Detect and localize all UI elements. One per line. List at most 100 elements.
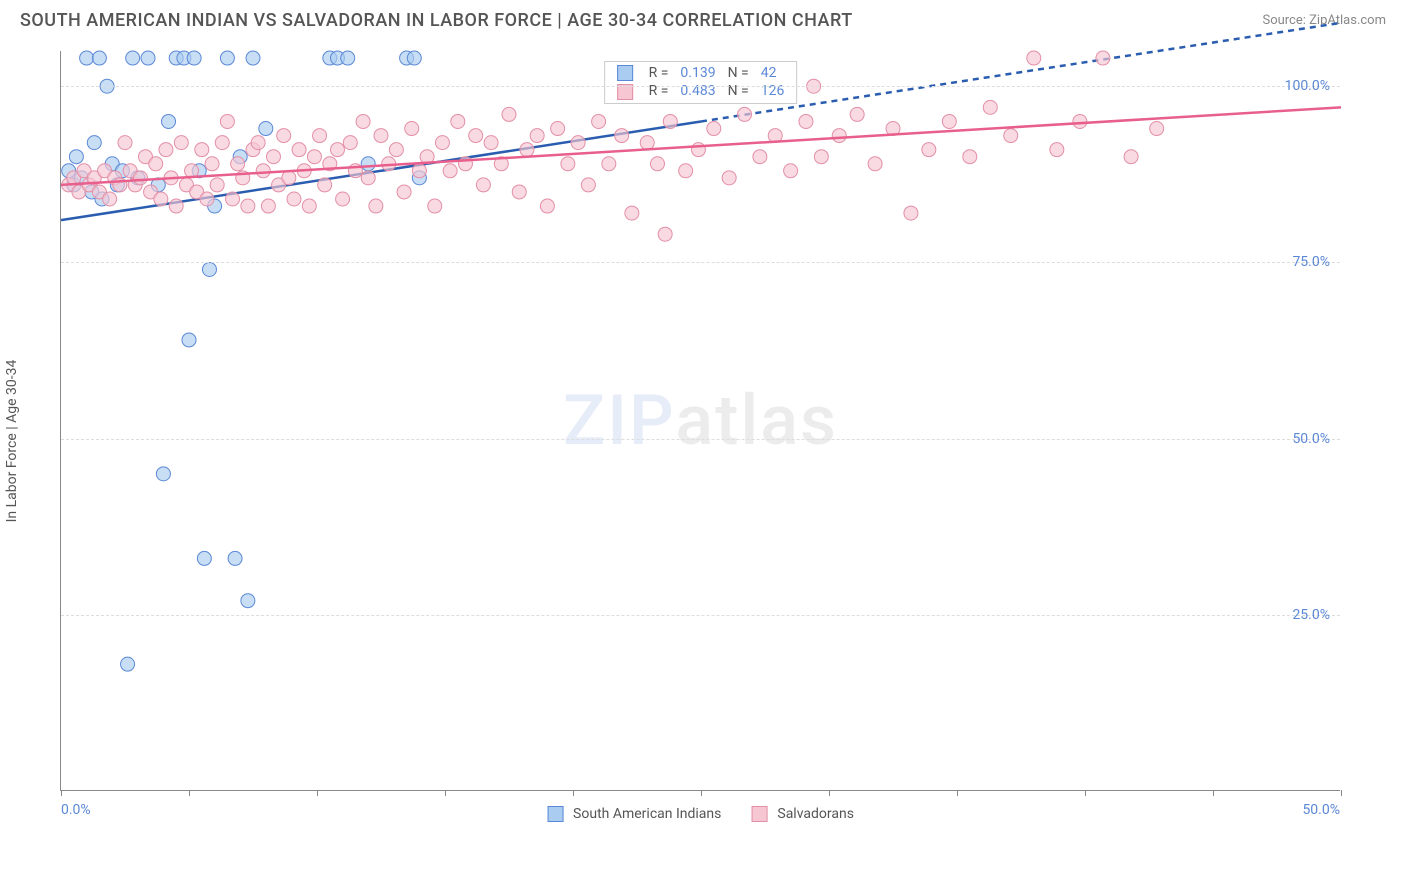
legend-series: South American Indians Salvadorans (547, 806, 854, 822)
scatter-point (520, 143, 534, 157)
x-tick-mark (445, 790, 446, 796)
scatter-point (1073, 114, 1087, 128)
scatter-point (942, 114, 956, 128)
scatter-point (200, 192, 214, 206)
scatter-point (118, 136, 132, 150)
scatter-point (318, 178, 332, 192)
scatter-point (205, 157, 219, 171)
scatter-point (679, 164, 693, 178)
scatter-point (330, 143, 344, 157)
gridline-h (61, 86, 1340, 87)
legend-item-1: Salvadorans (751, 806, 854, 822)
legend-bottom-swatch-1 (751, 806, 767, 822)
scatter-point (336, 192, 350, 206)
scatter-point (343, 136, 357, 150)
scatter-point (187, 51, 201, 65)
scatter-point (753, 150, 767, 164)
x-tick-mark (829, 790, 830, 796)
scatter-point (246, 51, 260, 65)
scatter-point (149, 157, 163, 171)
scatter-point (412, 164, 426, 178)
legend-item-0: South American Indians (547, 806, 721, 822)
scatter-point (69, 150, 83, 164)
scatter-point (361, 157, 375, 171)
x-axis-label-min: 0.0% (61, 802, 91, 818)
scatter-point (663, 114, 677, 128)
scatter-point (121, 657, 135, 671)
scatter-point (650, 157, 664, 171)
scatter-point (292, 143, 306, 157)
scatter-point (287, 192, 301, 206)
scatter-svg (61, 51, 1340, 790)
scatter-point (103, 192, 117, 206)
x-tick-mark (189, 790, 190, 796)
scatter-point (259, 122, 273, 136)
scatter-point (182, 333, 196, 347)
scatter-point (220, 51, 234, 65)
legend-r-label-1: R = (643, 82, 675, 100)
scatter-point (1027, 51, 1041, 65)
scatter-point (241, 594, 255, 608)
scatter-point (451, 114, 465, 128)
scatter-point (428, 199, 442, 213)
scatter-point (476, 178, 490, 192)
scatter-point (251, 136, 265, 150)
scatter-point (435, 136, 449, 150)
legend-row-series-1: R = 0.483 N = 126 (611, 82, 791, 100)
scatter-point (154, 192, 168, 206)
scatter-point (397, 185, 411, 199)
scatter-point (850, 107, 864, 121)
scatter-point (174, 136, 188, 150)
scatter-point (405, 122, 419, 136)
legend-bottom-swatch-0 (547, 806, 563, 822)
scatter-point (133, 171, 147, 185)
x-tick-mark (1341, 790, 1342, 796)
gridline-h (61, 262, 1340, 263)
legend-r-value-1: 0.483 (674, 82, 721, 100)
scatter-point (361, 171, 375, 185)
scatter-point (369, 199, 383, 213)
scatter-point (512, 185, 526, 199)
scatter-point (571, 136, 585, 150)
scatter-point (784, 164, 798, 178)
scatter-point (195, 143, 209, 157)
scatter-point (738, 107, 752, 121)
scatter-point (202, 262, 216, 276)
x-tick-mark (317, 790, 318, 796)
scatter-point (197, 551, 211, 565)
scatter-point (169, 199, 183, 213)
scatter-point (241, 199, 255, 213)
scatter-point (722, 171, 736, 185)
legend-row-series-0: R = 0.139 N = 42 (611, 64, 791, 82)
scatter-point (581, 178, 595, 192)
legend-bottom-label-1: Salvadorans (777, 806, 854, 822)
scatter-point (277, 129, 291, 143)
y-tick-label: 100.0% (1285, 78, 1330, 94)
scatter-point (963, 150, 977, 164)
scatter-point (231, 157, 245, 171)
scatter-point (313, 129, 327, 143)
scatter-point (561, 157, 575, 171)
scatter-point (592, 114, 606, 128)
scatter-point (228, 551, 242, 565)
y-axis-label: In Labor Force | Age 30-34 (4, 360, 20, 523)
scatter-point (1004, 129, 1018, 143)
y-tick-label: 75.0% (1292, 254, 1330, 270)
x-tick-mark (701, 790, 702, 796)
legend-r-label-0: R = (643, 64, 675, 82)
scatter-point (341, 51, 355, 65)
legend-n-label-1: N = (722, 82, 755, 100)
gridline-h (61, 439, 1340, 440)
scatter-point (551, 122, 565, 136)
scatter-point (215, 136, 229, 150)
scatter-point (615, 129, 629, 143)
scatter-point (625, 206, 639, 220)
scatter-point (126, 51, 140, 65)
scatter-point (282, 171, 296, 185)
scatter-point (266, 150, 280, 164)
chart-container: In Labor Force | Age 30-34 ZIPatlas R = … (20, 41, 1386, 841)
scatter-point (707, 122, 721, 136)
chart-title: SOUTH AMERICAN INDIAN VS SALVADORAN IN L… (20, 10, 853, 31)
x-tick-mark (1085, 790, 1086, 796)
x-axis-label-max: 50.0% (1302, 802, 1340, 818)
